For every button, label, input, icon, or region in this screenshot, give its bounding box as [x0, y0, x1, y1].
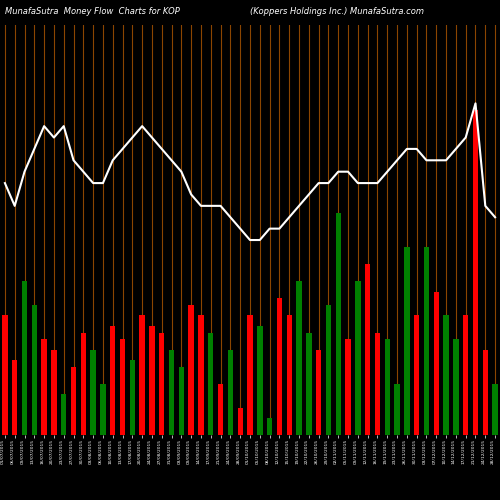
Bar [346, 340, 350, 435]
Bar [404, 247, 409, 435]
Bar [71, 366, 76, 435]
Bar [2, 316, 8, 435]
Bar [434, 292, 439, 435]
Bar [110, 326, 116, 435]
Bar [316, 350, 322, 435]
Text: MunafaSutra  Money Flow  Charts for KOP: MunafaSutra Money Flow Charts for KOP [5, 8, 180, 16]
Bar [375, 332, 380, 435]
Bar [365, 264, 370, 435]
Bar [414, 316, 420, 435]
Bar [306, 332, 312, 435]
Bar [42, 340, 47, 435]
Bar [140, 316, 145, 435]
Bar [326, 305, 331, 435]
Bar [286, 316, 292, 435]
Bar [188, 305, 194, 435]
Bar [61, 394, 66, 435]
Bar [32, 305, 37, 435]
Bar [276, 298, 282, 435]
Bar [444, 316, 449, 435]
Bar [120, 340, 125, 435]
Bar [296, 281, 302, 435]
Bar [453, 340, 458, 435]
Bar [90, 350, 96, 435]
Bar [150, 326, 154, 435]
Bar [159, 332, 164, 435]
Bar [492, 384, 498, 435]
Bar [257, 326, 262, 435]
Bar [473, 110, 478, 435]
Bar [208, 332, 214, 435]
Bar [80, 332, 86, 435]
Bar [130, 360, 135, 435]
Bar [51, 350, 57, 435]
Bar [238, 408, 243, 435]
Bar [218, 384, 224, 435]
Bar [424, 247, 429, 435]
Bar [169, 350, 174, 435]
Bar [228, 350, 233, 435]
Bar [248, 316, 252, 435]
Bar [12, 360, 18, 435]
Bar [355, 281, 360, 435]
Bar [336, 213, 341, 435]
Bar [267, 418, 272, 435]
Bar [394, 384, 400, 435]
Text: (Koppers Holdings Inc.) MunafaSutra.com: (Koppers Holdings Inc.) MunafaSutra.com [250, 8, 424, 16]
Bar [178, 366, 184, 435]
Bar [384, 340, 390, 435]
Bar [198, 316, 203, 435]
Bar [22, 281, 27, 435]
Bar [482, 350, 488, 435]
Bar [100, 384, 105, 435]
Bar [463, 316, 468, 435]
